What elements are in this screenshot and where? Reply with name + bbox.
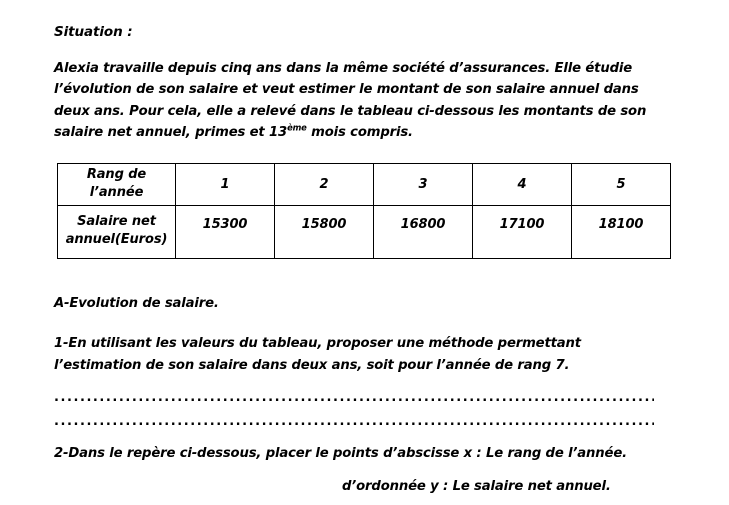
answer-lines: ........................................… (54, 391, 660, 429)
question-2-line2: d’ordonnée y : Le salaire net annuel. (342, 478, 611, 494)
intro-text-part1: Alexia travaille depuis cinq ans dans la… (54, 60, 647, 141)
document-content: Situation : Alexia travaille depuis cinq… (54, 24, 671, 497)
question-1: 1-En utilisant les valeurs du tableau, p… (54, 336, 581, 373)
salary-table: Rang de l’année 1 2 3 4 5 Salaire net an… (57, 162, 671, 259)
intro-text-part2: mois compris. (306, 125, 413, 140)
rank-cell-4: 4 (472, 162, 572, 206)
table-row-salary: Salaire net annuel(Euros) 15300 15800 16… (57, 204, 671, 259)
row-label-rank: Rang de l’année (57, 162, 176, 206)
rank-cell-1: 1 (175, 162, 275, 206)
salary-cell-5: 18100 (571, 204, 671, 259)
salary-cell-2: 15800 (274, 204, 374, 259)
salary-cell-3: 16800 (373, 204, 473, 259)
rank-cell-2: 2 (274, 162, 374, 206)
answer-line-1[interactable]: ........................................… (54, 391, 654, 405)
salary-cell-4: 17100 (472, 204, 572, 259)
question-2-line1: 2-Dans le repère ci-dessous, placer le p… (54, 446, 627, 461)
ordinal-superscript: ème (287, 122, 307, 133)
salary-cell-1: 15300 (175, 204, 275, 259)
table-row-rank: Rang de l’année 1 2 3 4 5 (57, 162, 671, 206)
ordinal-number: 13 (269, 125, 288, 140)
salary-table-container: Rang de l’année 1 2 3 4 5 Salaire net an… (57, 162, 671, 259)
intro-paragraph: Alexia travaille depuis cinq ans dans la… (54, 58, 658, 144)
section-a-title: A-Evolution de salaire. (54, 295, 219, 311)
answer-line-2[interactable]: ........................................… (54, 415, 654, 429)
rank-cell-3: 3 (373, 162, 473, 206)
page-title: Situation : (54, 24, 133, 40)
row-label-salary: Salaire net annuel(Euros) (57, 204, 176, 259)
rank-cell-5: 5 (571, 162, 671, 206)
